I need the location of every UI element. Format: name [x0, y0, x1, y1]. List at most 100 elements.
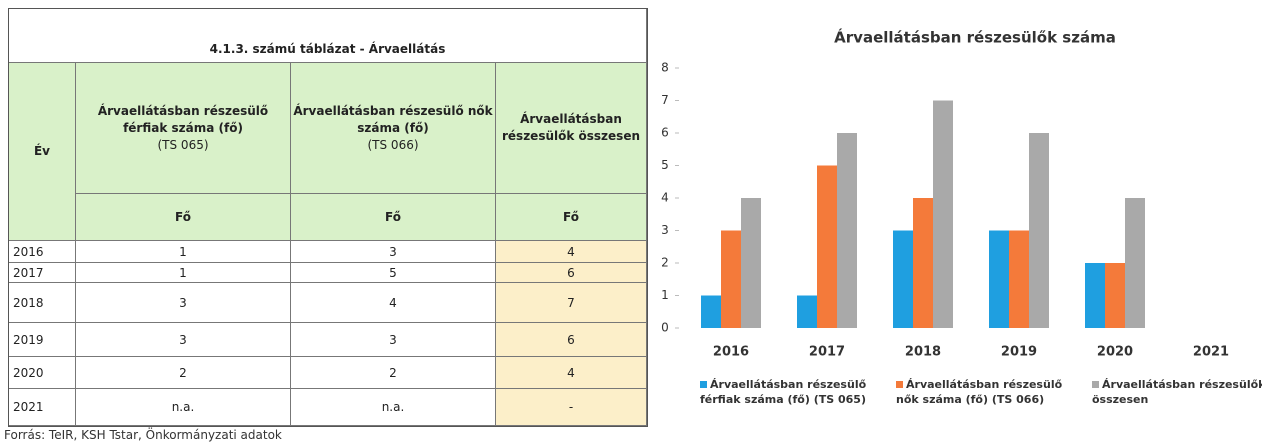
- data-cell: 3: [76, 283, 291, 323]
- data-cell: 6: [496, 263, 647, 283]
- unit-text: Fő: [563, 209, 579, 224]
- legend-swatch: [700, 381, 707, 388]
- data-cell: 6: [496, 323, 647, 357]
- cell-text: 5: [389, 265, 397, 280]
- cell-text: 2018: [13, 295, 44, 310]
- cell-text: 3: [389, 244, 397, 259]
- y-tick-label: 8: [661, 61, 669, 75]
- bar: [817, 165, 837, 328]
- x-tick-label: 2018: [905, 345, 941, 360]
- cell-text: 1: [179, 244, 187, 259]
- y-tick-label: 5: [661, 158, 669, 172]
- x-tick-label: 2021: [1193, 345, 1229, 360]
- data-cell: 2017: [9, 263, 76, 283]
- cell-text: n.a.: [381, 400, 405, 414]
- cell-text: 7: [567, 295, 575, 310]
- cell-text: 1: [179, 265, 187, 280]
- bar: [1085, 263, 1105, 328]
- header-code: (TS 065): [157, 137, 209, 152]
- data-cell: 3: [291, 323, 496, 357]
- unit-text: Fő: [385, 209, 401, 224]
- data-cell: 1: [76, 241, 291, 263]
- data-cell: 2020: [9, 357, 76, 389]
- bar: [989, 230, 1009, 328]
- header-cell: Év: [9, 63, 76, 241]
- y-tick-label: 1: [661, 288, 669, 302]
- chart-title: Árvaellátásban részesülők száma: [834, 28, 1116, 47]
- data-cell: 2: [291, 357, 496, 389]
- header-text: Árvaellátásban részesülő férfiak száma (…: [97, 103, 269, 135]
- x-tick-label: 2020: [1097, 345, 1133, 360]
- legend-label: Árvaellátásban részesülők összesen: [1092, 378, 1262, 406]
- legend-label: Árvaellátásban részesülő nők száma (fő) …: [896, 378, 1063, 406]
- bar: [1125, 198, 1145, 328]
- legend-swatch: [1092, 381, 1099, 388]
- bar: [913, 198, 933, 328]
- unit-cell: Fő: [496, 194, 647, 241]
- header-text: Év: [33, 144, 51, 158]
- legend-item: Árvaellátásban részesülő férfiak száma (…: [700, 377, 875, 407]
- data-cell: 2: [76, 357, 291, 389]
- cell-text: 2: [389, 365, 397, 380]
- bar: [1029, 133, 1049, 328]
- legend-item: Árvaellátásban részesülők összesen: [1092, 377, 1262, 407]
- source-note: Forrás: TeIR, KSH Tstar, Önkormányzati a…: [4, 428, 282, 442]
- cell-text: 2016: [13, 244, 44, 259]
- data-cell: 2016: [9, 241, 76, 263]
- data-cell: 2021: [9, 389, 76, 426]
- x-tick-label: 2016: [713, 345, 749, 360]
- cell-text: 2: [179, 365, 187, 380]
- x-tick-label: 2019: [1001, 345, 1037, 360]
- header-cell: Árvaellátásban részesülő nők száma (fő) (…: [291, 63, 496, 194]
- cell-text: 6: [567, 265, 575, 280]
- cell-text: 6: [567, 332, 575, 347]
- cell-text: 2017: [13, 265, 44, 280]
- y-tick-label: 3: [661, 223, 669, 237]
- unit-cell: Fő: [291, 194, 496, 241]
- bar: [933, 100, 953, 328]
- bar: [837, 133, 857, 328]
- header-text: Árvaellátásban részesülő nők száma (fő): [293, 103, 493, 135]
- cell-text: 3: [389, 332, 397, 347]
- legend-label: Árvaellátásban részesülő férfiak száma (…: [700, 378, 867, 406]
- header-cell: Árvaellátásban részesülő férfiak száma (…: [76, 63, 291, 194]
- bar: [721, 230, 741, 328]
- data-cell: -: [496, 389, 647, 426]
- table: 4.1.3. számú táblázat - Árvaellátás Év Árv…: [8, 8, 648, 427]
- header-cell: Árvaellátásban részesülők összesen: [496, 63, 647, 194]
- data-cell: 4: [291, 283, 496, 323]
- data-cell: 4: [496, 357, 647, 389]
- y-tick-label: 4: [661, 191, 669, 205]
- y-tick-label: 7: [661, 93, 669, 107]
- data-cell: 7: [496, 283, 647, 323]
- y-tick-label: 6: [661, 126, 669, 140]
- header-text: Árvaellátásban részesülők összesen: [502, 112, 640, 143]
- data-cell: 2019: [9, 323, 76, 357]
- table-title-text: 4.1.3. számú táblázat - Árvaellátás: [209, 42, 446, 56]
- x-tick-label: 2017: [809, 345, 845, 360]
- bar: [1105, 263, 1125, 328]
- cell-text: 3: [179, 295, 187, 310]
- cell-text: 2019: [13, 332, 44, 347]
- y-tick-label: 0: [661, 321, 669, 335]
- legend-item: Árvaellátásban részesülő nők száma (fő) …: [896, 377, 1071, 407]
- cell-text: 2021: [13, 400, 44, 414]
- cell-text: n.a.: [171, 400, 195, 414]
- data-cell: 2018: [9, 283, 76, 323]
- bar: [797, 295, 817, 328]
- data-cell: 3: [291, 241, 496, 263]
- data-cell: n.a.: [76, 389, 291, 426]
- data-cell: 3: [76, 323, 291, 357]
- unit-text: Fő: [175, 209, 191, 224]
- cell-text: 3: [179, 332, 187, 347]
- cell-text: 2020: [13, 365, 44, 380]
- data-cell: n.a.: [291, 389, 496, 426]
- legend-swatch: [896, 381, 903, 388]
- data-cell: 1: [76, 263, 291, 283]
- bar: [1009, 230, 1029, 328]
- y-tick-label: 2: [661, 256, 669, 270]
- cell-text: 4: [567, 244, 575, 259]
- cell-text: -: [568, 400, 574, 414]
